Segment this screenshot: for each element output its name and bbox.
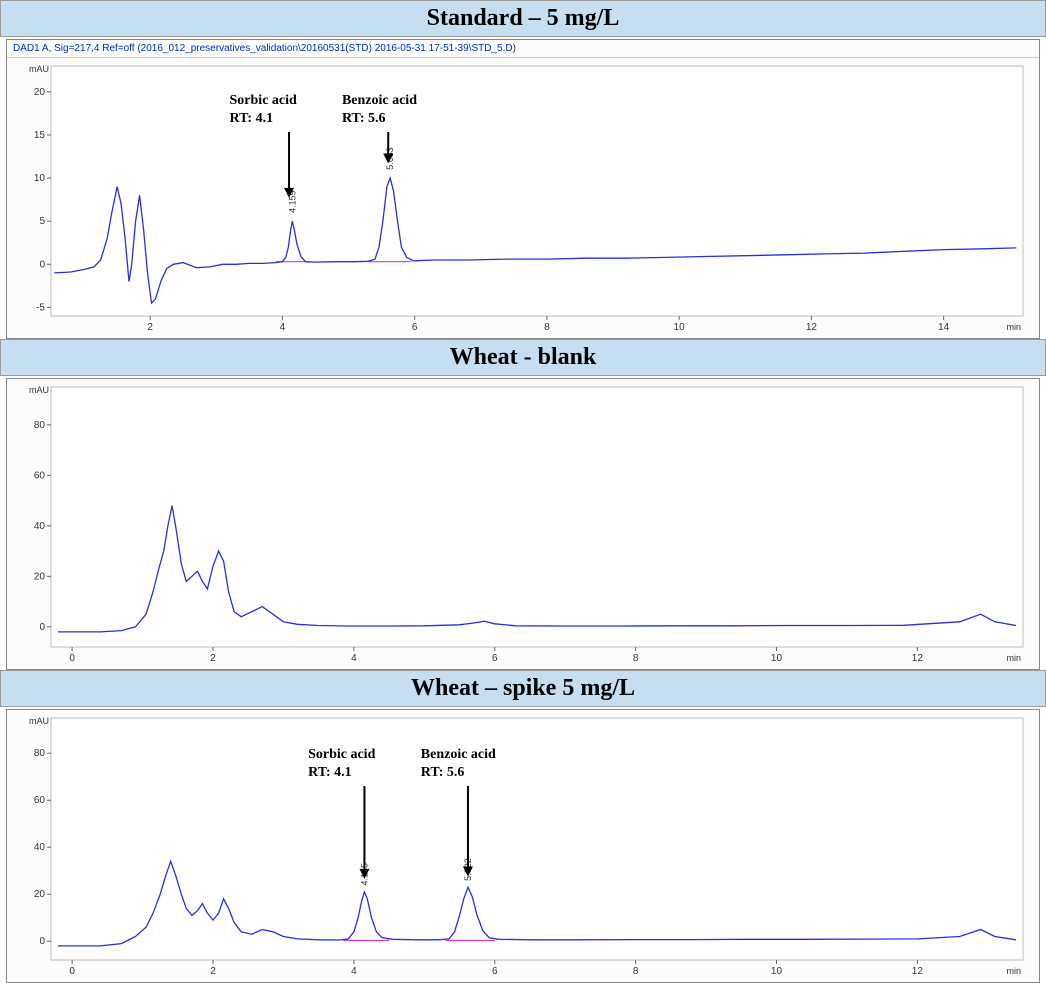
svg-text:0: 0 xyxy=(69,653,75,664)
chromatogram-standard: mAUmin-50510152024681012144.1595.633 xyxy=(7,58,1035,338)
svg-text:0: 0 xyxy=(39,936,45,947)
svg-text:40: 40 xyxy=(34,521,46,532)
svg-text:20: 20 xyxy=(34,87,46,98)
svg-text:4: 4 xyxy=(351,653,357,664)
svg-text:10: 10 xyxy=(34,173,46,184)
svg-text:2: 2 xyxy=(210,966,216,977)
svg-text:0: 0 xyxy=(69,966,75,977)
svg-text:min: min xyxy=(1006,653,1021,663)
chart-frame-standard: DAD1 A, Sig=217,4 Ref=off (2016_012_pres… xyxy=(6,39,1040,339)
svg-text:8: 8 xyxy=(633,966,639,977)
svg-text:min: min xyxy=(1006,966,1021,976)
svg-text:15: 15 xyxy=(34,130,46,141)
svg-text:20: 20 xyxy=(34,889,46,900)
chromatogram-blank: mAU min 0 20 40 60 80 0 2 4 6 8 10 12 xyxy=(7,379,1035,669)
svg-text:mAU: mAU xyxy=(29,716,49,726)
svg-text:8: 8 xyxy=(633,653,639,664)
svg-text:60: 60 xyxy=(34,795,46,806)
svg-text:10: 10 xyxy=(674,322,686,333)
svg-text:10: 10 xyxy=(771,653,783,664)
panel-title-blank: Wheat - blank xyxy=(0,339,1046,376)
svg-text:12: 12 xyxy=(912,966,924,977)
svg-text:12: 12 xyxy=(912,653,924,664)
chromatogram-spike: mAUmin0204060800246810124.1555.622 xyxy=(7,710,1035,982)
svg-text:4: 4 xyxy=(351,966,357,977)
panel-title-spike: Wheat – spike 5 mg/L xyxy=(0,670,1046,707)
svg-text:10: 10 xyxy=(771,966,783,977)
svg-text:0: 0 xyxy=(39,622,45,633)
svg-text:6: 6 xyxy=(492,966,498,977)
svg-text:80: 80 xyxy=(34,420,46,431)
svg-text:5: 5 xyxy=(39,216,45,227)
svg-text:0: 0 xyxy=(39,259,45,270)
chart-frame-blank: mAU min 0 20 40 60 80 0 2 4 6 8 10 12 xyxy=(6,378,1040,670)
panel-title-standard: Standard – 5 mg/L xyxy=(0,0,1046,37)
svg-text:40: 40 xyxy=(34,842,46,853)
svg-text:6: 6 xyxy=(492,653,498,664)
svg-text:14: 14 xyxy=(938,322,950,333)
svg-text:mAU: mAU xyxy=(29,385,49,395)
svg-text:2: 2 xyxy=(147,322,153,333)
svg-text:-5: -5 xyxy=(36,302,45,313)
chart-frame-spike: mAUmin0204060800246810124.1555.622Sorbic… xyxy=(6,709,1040,983)
svg-text:6: 6 xyxy=(412,322,418,333)
svg-text:min: min xyxy=(1006,322,1021,332)
svg-text:8: 8 xyxy=(544,322,550,333)
svg-text:80: 80 xyxy=(34,748,46,759)
chart-header-standard: DAD1 A, Sig=217,4 Ref=off (2016_012_pres… xyxy=(7,40,1039,58)
svg-text:60: 60 xyxy=(34,470,46,481)
svg-text:2: 2 xyxy=(210,653,216,664)
svg-text:4: 4 xyxy=(280,322,286,333)
svg-text:12: 12 xyxy=(806,322,818,333)
svg-text:mAU: mAU xyxy=(29,64,49,74)
svg-text:20: 20 xyxy=(34,571,46,582)
